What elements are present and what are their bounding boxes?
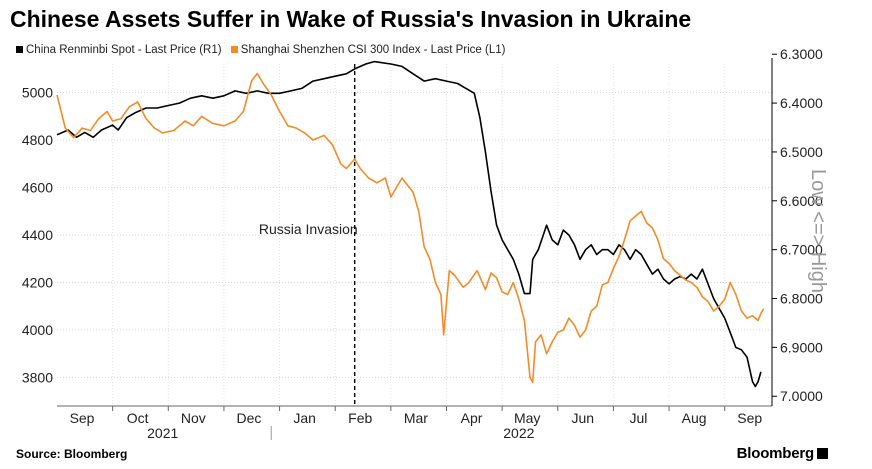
x-tick-label: Mar: [404, 410, 428, 426]
x-tick-label: Oct: [127, 410, 149, 426]
left-tick-label: 4400: [22, 227, 53, 243]
brand-label: Bloomberg: [736, 445, 815, 462]
right-tick-label: 6.8000: [780, 291, 823, 307]
series-csi300-line: [56, 72, 765, 384]
x-tick-label: Jun: [572, 410, 595, 426]
x-tick-label: Sep: [70, 410, 95, 426]
right-tick-label: 6.3000: [780, 46, 823, 62]
x-tick-label: Feb: [348, 410, 372, 426]
right-tick-label: 6.4000: [780, 95, 823, 111]
x-tick-label: May: [514, 410, 540, 426]
brand-icon: [817, 448, 828, 459]
legend: China Renminbi Spot - Last Price (R1) Sh…: [16, 44, 511, 56]
year-label: 2021: [147, 425, 178, 441]
right-tick-label: 6.5000: [780, 144, 823, 160]
x-tick-label: Apr: [461, 410, 483, 426]
left-tick-label: 4600: [22, 180, 53, 196]
source-note: Source: Bloomberg: [16, 447, 128, 461]
right-axis-title: Low <=> High: [807, 169, 829, 293]
right-tick-label: 7.0000: [780, 388, 823, 404]
right-tick-label: 6.7000: [780, 242, 823, 258]
x-tick-label: Aug: [682, 410, 707, 426]
left-tick-label: 4800: [22, 132, 53, 148]
left-tick-label: 5000: [22, 85, 53, 101]
annotation-label: Russia Invasion: [259, 221, 358, 237]
legend-swatch-csi300: [230, 46, 238, 53]
year-label: 2022: [503, 425, 534, 441]
brand-logo: Bloomberg: [737, 445, 828, 462]
x-tick-label: Jul: [630, 410, 648, 426]
legend-label-csi300: Shanghai Shenzhen CSI 300 Index - Last P…: [240, 44, 506, 56]
legend-label-renminbi: China Renminbi Spot - Last Price (R1): [26, 44, 222, 56]
left-tick-label: 4000: [22, 322, 53, 338]
legend-item-csi300: Shanghai Shenzhen CSI 300 Index - Last P…: [230, 44, 506, 56]
chart-title: Chinese Assets Suffer in Wake of Russia'…: [10, 6, 692, 32]
right-tick-label: 6.6000: [780, 193, 823, 209]
legend-swatch-renminbi: [16, 46, 23, 53]
x-tick-label: Jan: [293, 410, 316, 426]
right-tick-label: 6.9000: [780, 339, 823, 355]
series-renminbi-line: [56, 60, 762, 388]
legend-item-renminbi: China Renminbi Spot - Last Price (R1): [16, 44, 222, 56]
x-tick-label: Nov: [181, 410, 206, 426]
x-tick-label: Dec: [237, 410, 262, 426]
x-tick-label: Sep: [737, 410, 762, 426]
left-tick-label: 3800: [22, 370, 53, 386]
left-tick-label: 4200: [22, 275, 53, 291]
